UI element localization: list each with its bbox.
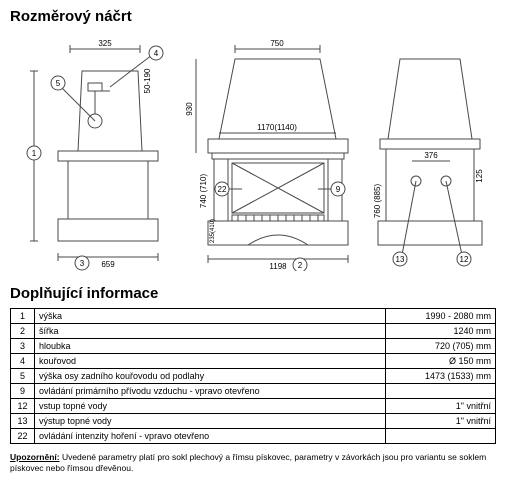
svg-text:3: 3 <box>80 259 85 268</box>
callout-4: 4 <box>110 46 163 87</box>
table-row: 3hloubka720 (705) mm <box>11 339 496 354</box>
row-num: 12 <box>11 399 35 414</box>
svg-text:125: 125 <box>475 169 484 183</box>
additional-info-title: Doplňující informace <box>10 285 496 302</box>
svg-text:2: 2 <box>298 261 303 270</box>
svg-text:50-190: 50-190 <box>143 68 152 93</box>
svg-text:13: 13 <box>396 255 405 264</box>
callout-2: 2 <box>293 258 307 271</box>
table-row: 13výstup topné vody1" vnitřní <box>11 414 496 429</box>
svg-text:740 (710): 740 (710) <box>199 174 208 209</box>
table-row: 1výška1990 - 2080 mm <box>11 309 496 324</box>
row-num: 22 <box>11 429 35 444</box>
row-value: 1" vnitřní <box>386 414 496 429</box>
row-value: 1240 mm <box>386 324 496 339</box>
row-num: 13 <box>11 414 35 429</box>
diagram-center-view: 750 1170(1140) <box>185 39 348 271</box>
svg-text:1170(1140): 1170(1140) <box>257 123 297 132</box>
row-label: výška osy zadního kouřovodu od podlahy <box>35 369 386 384</box>
row-label: hloubka <box>35 339 386 354</box>
row-num: 9 <box>11 384 35 399</box>
row-value: 720 (705) mm <box>386 339 496 354</box>
footnote: Upozornění: Uvedené parametry platí pro … <box>10 452 496 474</box>
svg-text:325: 325 <box>98 39 112 48</box>
row-label: ovládání primárního přívodu vzduchu - vp… <box>35 384 386 399</box>
diagram-right-view: 376 125 760 (885) <box>373 59 484 245</box>
row-num: 5 <box>11 369 35 384</box>
table-row: 22ovládání intenzity hoření - vpravo ote… <box>11 429 496 444</box>
table-row: 12vstup topné vody1" vnitřní <box>11 399 496 414</box>
callout-9: 9 <box>318 182 345 196</box>
row-label: kouřovod <box>35 354 386 369</box>
row-value <box>386 429 496 444</box>
callout-13: 13 <box>393 181 416 266</box>
svg-text:4: 4 <box>154 49 159 58</box>
svg-text:760 (885): 760 (885) <box>373 184 382 219</box>
row-num: 2 <box>11 324 35 339</box>
svg-text:5: 5 <box>56 79 61 88</box>
footnote-label: Upozornění: <box>10 452 60 462</box>
specifications-table: 1výška1990 - 2080 mm2šířka1240 mm3hloubk… <box>10 308 496 444</box>
row-value: 1473 (1533) mm <box>386 369 496 384</box>
footnote-text: Uvedené parametry platí pro sokl plechov… <box>10 452 486 473</box>
svg-text:376: 376 <box>424 151 438 160</box>
row-num: 4 <box>11 354 35 369</box>
svg-text:659: 659 <box>101 260 115 269</box>
svg-text:22: 22 <box>218 185 227 194</box>
callout-3: 3 <box>75 256 89 270</box>
svg-text:235(410): 235(410) <box>210 219 216 243</box>
svg-text:930: 930 <box>185 102 194 116</box>
table-row: 2šířka1240 mm <box>11 324 496 339</box>
table-row: 4kouřovodØ 150 mm <box>11 354 496 369</box>
svg-text:1198: 1198 <box>269 262 287 271</box>
diagram-left-view: 325 50-190 659 <box>30 39 158 269</box>
row-value <box>386 384 496 399</box>
callout-1: 1 <box>27 146 41 160</box>
dimensional-diagram: 325 50-190 659 1 <box>10 31 496 271</box>
row-value: 1990 - 2080 mm <box>386 309 496 324</box>
callout-12: 12 <box>446 181 471 266</box>
svg-text:1: 1 <box>32 149 37 158</box>
row-num: 3 <box>11 339 35 354</box>
svg-text:12: 12 <box>460 255 469 264</box>
dimensional-sketch-title: Rozměrový náčrt <box>10 8 496 25</box>
row-label: výstup topné vody <box>35 414 386 429</box>
row-label: ovládání intenzity hoření - vpravo otevř… <box>35 429 386 444</box>
row-value: 1" vnitřní <box>386 399 496 414</box>
row-label: šířka <box>35 324 386 339</box>
row-label: výška <box>35 309 386 324</box>
table-row: 5výška osy zadního kouřovodu od podlahy1… <box>11 369 496 384</box>
row-label: vstup topné vody <box>35 399 386 414</box>
row-value: Ø 150 mm <box>386 354 496 369</box>
svg-text:9: 9 <box>336 185 341 194</box>
svg-text:750: 750 <box>270 39 284 48</box>
row-num: 1 <box>11 309 35 324</box>
table-row: 9ovládání primárního přívodu vzduchu - v… <box>11 384 496 399</box>
